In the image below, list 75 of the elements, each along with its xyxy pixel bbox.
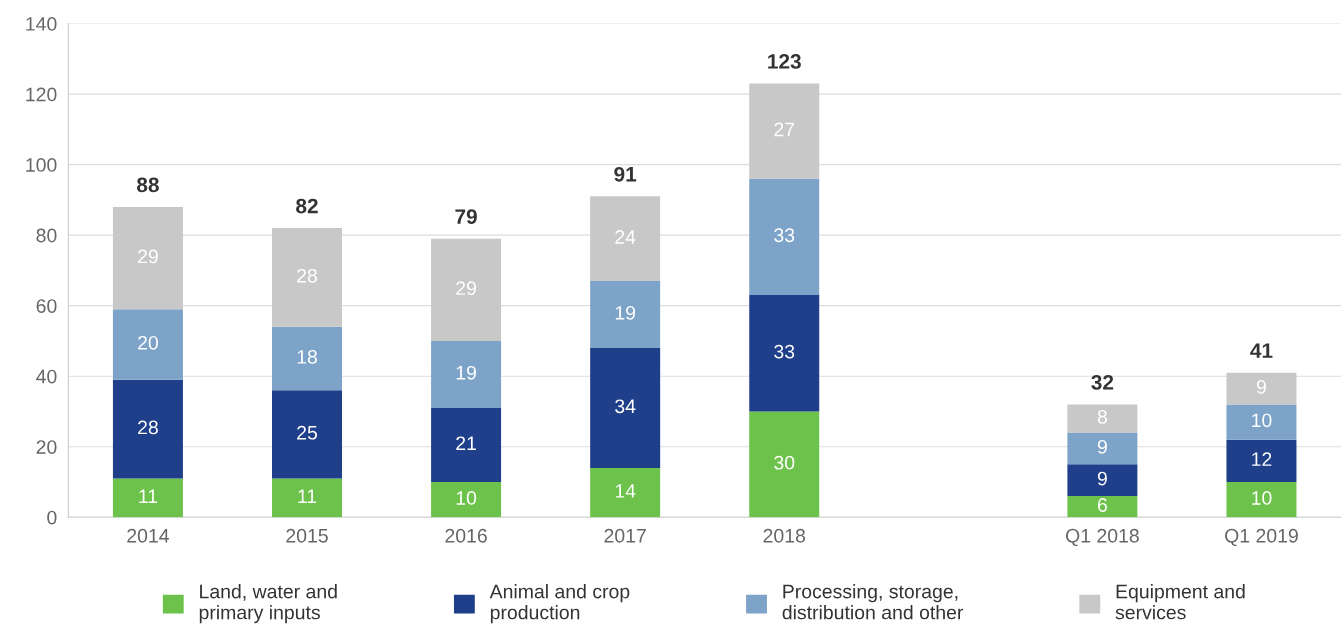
- bar: [590, 196, 661, 281]
- y-tick-label: 100: [26, 158, 57, 172]
- data-label: 33: [774, 228, 795, 243]
- bar: [749, 178, 820, 296]
- bar: [272, 390, 342, 479]
- data-label: 34: [615, 399, 636, 414]
- data-label: 18: [297, 350, 317, 364]
- bar: [590, 280, 661, 348]
- total-label: 123: [768, 54, 801, 69]
- data-label: 33: [774, 344, 795, 359]
- bar: [272, 228, 342, 327]
- total-label: 79: [455, 209, 477, 224]
- data-label: 10: [456, 491, 477, 505]
- legend-label: Equipment and services: [1115, 584, 1245, 620]
- total-label: 32: [1091, 374, 1114, 390]
- legend-label: Land, water and primary inputs: [199, 584, 337, 624]
- x-tick-label: 2016: [445, 528, 487, 543]
- bar: [1067, 496, 1138, 518]
- data-label: 19: [456, 365, 476, 380]
- y-tick-label: 120: [26, 87, 57, 102]
- data-label: 20: [138, 335, 158, 350]
- bar: [1226, 439, 1297, 482]
- y-tick-label: 140: [26, 17, 57, 31]
- bar: [1067, 404, 1138, 433]
- bar: [431, 238, 502, 341]
- y-tick-label: 40: [36, 369, 57, 384]
- data-label: 10: [1252, 491, 1272, 505]
- bar: [112, 379, 183, 479]
- data-label: 11: [298, 489, 317, 503]
- data-label: 10: [1252, 413, 1272, 428]
- bar: [431, 481, 502, 518]
- bar: [1226, 372, 1297, 405]
- y-tick-label: 80: [36, 228, 57, 243]
- x-tick-label: 2015: [286, 528, 328, 543]
- bar: [1067, 464, 1138, 497]
- bar: [590, 467, 661, 518]
- data-label: 6: [1097, 498, 1107, 512]
- data-label: 21: [456, 436, 476, 450]
- bar: [749, 411, 820, 518]
- bar: [431, 340, 502, 408]
- bar: [112, 206, 183, 310]
- data-label: 19: [615, 305, 636, 320]
- data-label: 12: [1252, 452, 1272, 466]
- bar: [1067, 432, 1138, 465]
- bar: [1226, 481, 1297, 518]
- total-label: 91: [614, 166, 637, 182]
- data-label: 25: [297, 425, 318, 440]
- bar: [590, 347, 661, 468]
- bar: [1226, 404, 1297, 440]
- x-tick-label: Q1 2019: [1225, 528, 1298, 547]
- bar: [749, 295, 820, 412]
- data-label: 9: [1097, 471, 1107, 486]
- bar: [272, 478, 342, 518]
- total-label: 88: [137, 177, 159, 193]
- data-label: 9: [1097, 439, 1107, 454]
- x-tick-label: 2014: [127, 528, 169, 543]
- data-label: 28: [138, 420, 158, 435]
- data-label: 14: [615, 484, 636, 498]
- bar: [431, 407, 502, 482]
- data-label: 11: [139, 489, 158, 503]
- y-tick-label: 20: [36, 440, 57, 454]
- total-label: 41: [1250, 343, 1273, 358]
- bar: [112, 478, 183, 518]
- bar: [112, 309, 183, 380]
- total-label: 82: [296, 198, 318, 214]
- bar: [272, 326, 342, 391]
- legend-label: Animal and crop production: [489, 584, 630, 624]
- bar: [749, 83, 820, 179]
- x-tick-label: 2017: [604, 528, 646, 543]
- x-tick-label: 2018: [763, 528, 806, 543]
- legend-label: Processing, storage, distribution and other: [782, 584, 964, 620]
- data-label: 30: [774, 455, 795, 470]
- y-tick-label: 0: [47, 510, 57, 525]
- y-tick-label: 60: [36, 299, 57, 313]
- x-tick-label: Q1 2018: [1066, 528, 1139, 547]
